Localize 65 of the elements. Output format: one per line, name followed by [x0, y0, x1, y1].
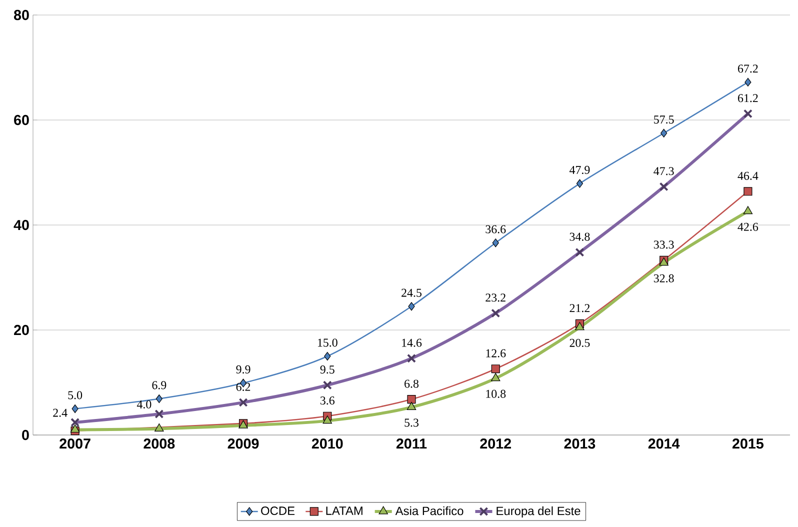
data-label: 47.9	[569, 166, 590, 174]
point	[407, 395, 416, 404]
data-label: 36.6	[486, 225, 506, 234]
data-label: 5.3	[404, 418, 419, 427]
point	[72, 404, 78, 414]
data-label: 21.2	[570, 304, 590, 312]
data-label: 14.6	[402, 338, 422, 347]
data-label: 61.2	[738, 94, 758, 102]
data-label: 67.2	[738, 64, 758, 73]
data-label: 5.0	[68, 391, 82, 400]
point	[408, 302, 415, 311]
data-label: 15.0	[318, 338, 338, 347]
point	[406, 402, 416, 410]
point	[491, 364, 500, 374]
point	[154, 423, 164, 432]
point	[324, 352, 331, 361]
data-label: 6.9	[152, 381, 166, 390]
data-label: 9.9	[236, 365, 250, 374]
y-tick-label: 0	[22, 430, 29, 440]
data-label: 23.2	[486, 294, 506, 302]
data-label: 33.3	[654, 240, 674, 249]
legend-label: Europa del Este	[496, 506, 580, 518]
x-tick-label: 2009	[228, 438, 259, 449]
point	[743, 206, 753, 214]
data-label: 6.8	[404, 380, 419, 388]
legend-label: OCDE	[261, 506, 295, 515]
x-tick-label: 2013	[564, 438, 596, 449]
data-label: 10.8	[486, 390, 506, 398]
data-label: 6.2	[236, 382, 250, 391]
x-tick-label: 2014	[648, 438, 680, 449]
data-label: 20.5	[570, 338, 590, 347]
data-label: 32.8	[654, 274, 674, 282]
x-tick-label: 2015	[732, 438, 764, 449]
point	[575, 322, 584, 330]
data-label: 2.4	[53, 408, 68, 417]
data-label: 3.6	[320, 396, 335, 405]
data-label: 24.5	[402, 288, 422, 297]
data-label: 46.4	[738, 172, 758, 180]
data-label: 47.3	[654, 167, 674, 176]
point	[156, 394, 162, 404]
legend-label: LATAM	[326, 506, 362, 515]
data-label: 9.5	[320, 366, 334, 374]
point	[492, 238, 499, 248]
point	[576, 179, 584, 188]
point	[322, 416, 332, 424]
x-tick-label: 2007	[60, 438, 90, 449]
point	[490, 373, 500, 382]
legend-label: Asia Pacifico	[395, 506, 464, 516]
point	[660, 128, 668, 138]
x-tick-label: 2011	[396, 438, 427, 449]
y-tick-label: 60	[14, 114, 29, 126]
y-tick-label: 20	[14, 324, 29, 336]
point	[744, 187, 752, 196]
y-tick-label: 80	[14, 10, 29, 20]
data-label: 12.6	[486, 349, 506, 358]
point	[70, 424, 80, 433]
data-label: 57.5	[654, 116, 674, 124]
data-label: 4.0	[136, 400, 152, 408]
y-tick-label: 40	[14, 220, 29, 230]
x-tick-label: 2010	[312, 438, 343, 449]
data-label: 34.8	[570, 232, 590, 241]
data-label: 42.6	[738, 222, 758, 231]
x-tick-label: 2012	[480, 438, 511, 449]
point	[744, 78, 752, 86]
x-tick-label: 2008	[144, 438, 175, 449]
